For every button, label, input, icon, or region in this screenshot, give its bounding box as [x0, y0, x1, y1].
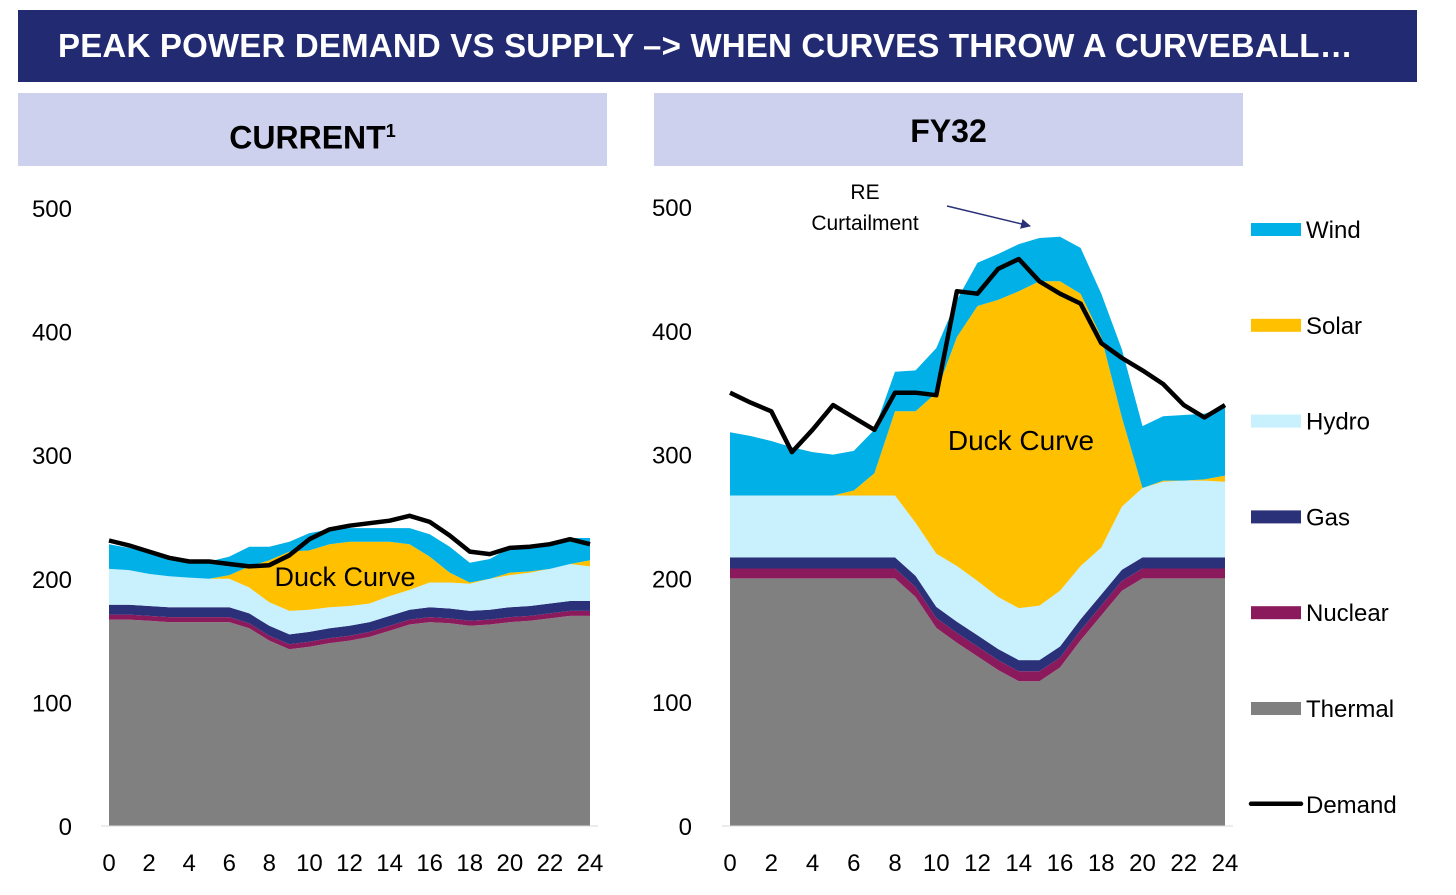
- area-hydro: [109, 564, 590, 635]
- area-thermal: [109, 615, 590, 826]
- header-current: CURRENT1: [18, 93, 607, 166]
- y-tick-label: 0: [59, 814, 72, 841]
- area-nuclear: [109, 610, 590, 650]
- legend-swatch-thermal: [1251, 702, 1301, 715]
- legend-label-thermal: Thermal: [1306, 696, 1394, 723]
- y-tick-label: 400: [32, 320, 72, 347]
- y-tick-label: 400: [652, 319, 692, 346]
- area-solar: [109, 541, 590, 611]
- legend-label-gas: Gas: [1306, 504, 1350, 531]
- demand-line: [108, 513, 591, 569]
- x-tick-label: 12: [336, 850, 363, 877]
- x-tick-label: 0: [102, 850, 115, 877]
- x-tick-label: 10: [296, 850, 323, 877]
- y-tick-label: 100: [652, 690, 692, 717]
- legend-label-nuclear: Nuclear: [1306, 600, 1389, 627]
- x-tick-label: 0: [723, 850, 736, 877]
- x-tick-label: 6: [223, 850, 236, 877]
- x-tick-label: 18: [1088, 850, 1115, 877]
- x-tick-label: 12: [964, 850, 991, 877]
- area-thermal: [730, 578, 1225, 826]
- y-tick-label: 300: [652, 443, 692, 470]
- x-tick-label: 16: [416, 850, 443, 877]
- legend-label-demand: Demand: [1306, 792, 1397, 819]
- y-tick-label: 200: [652, 566, 692, 593]
- header-current-label: CURRENT: [229, 119, 386, 156]
- callout-line-2: Curtailment: [811, 212, 919, 235]
- callout-arrow: [946, 205, 1031, 229]
- x-tick-label: 14: [376, 850, 403, 877]
- x-tick-label: 2: [142, 850, 155, 877]
- x-tick-label: 20: [1129, 850, 1156, 877]
- y-tick-label: 0: [679, 814, 692, 841]
- x-tick-label: 14: [1005, 850, 1032, 877]
- x-tick-label: 8: [888, 850, 901, 877]
- title-bar: PEAK POWER DEMAND VS SUPPLY –> WHEN CURV…: [18, 10, 1417, 82]
- header-fy32: FY32: [654, 93, 1243, 166]
- legend-label-hydro: Hydro: [1306, 409, 1370, 436]
- y-tick-label: 100: [32, 690, 72, 717]
- legend-swatch-nuclear: [1251, 606, 1301, 620]
- duck-curve-label-fy32: Duck Curve: [948, 425, 1094, 456]
- y-tick-label: 300: [32, 443, 72, 470]
- legend-swatch-solar: [1251, 318, 1301, 332]
- legend-swatch-gas: [1251, 510, 1301, 524]
- legend-swatch-wind: [1251, 223, 1301, 236]
- duck-curve-label-current: Duck Curve: [274, 562, 415, 592]
- x-tick-label: 16: [1047, 850, 1074, 877]
- y-tick-label: 200: [32, 567, 72, 594]
- callout-line-1: RE: [850, 181, 879, 204]
- x-tick-label: 18: [456, 850, 483, 877]
- x-tick-label: 2: [765, 850, 778, 877]
- area-wind: [730, 236, 1225, 496]
- area-hydro: [730, 480, 1225, 661]
- x-tick-label: 22: [1170, 850, 1197, 877]
- area-gas: [109, 601, 590, 645]
- x-tick-label: 4: [806, 850, 819, 877]
- header-fy32-label: FY32: [910, 113, 987, 149]
- legend-label-solar: Solar: [1306, 313, 1362, 340]
- x-tick-label: 10: [923, 850, 950, 877]
- x-tick-label: 8: [263, 850, 276, 877]
- page-title: PEAK POWER DEMAND VS SUPPLY –> WHEN CURV…: [58, 27, 1353, 64]
- y-tick-label: 500: [32, 196, 72, 223]
- x-tick-label: 6: [847, 850, 860, 877]
- x-tick-label: 4: [182, 850, 195, 877]
- x-tick-label: 24: [577, 850, 604, 877]
- area-wind: [109, 528, 590, 583]
- area-solar: [730, 281, 1225, 609]
- x-tick-label: 22: [537, 850, 564, 877]
- legend-label-wind: Wind: [1306, 217, 1361, 244]
- demand-line: [729, 256, 1227, 455]
- x-tick-label: 20: [496, 850, 523, 877]
- footnote-marker: 1: [385, 121, 396, 141]
- y-tick-label: 500: [652, 195, 692, 222]
- legend-swatch-hydro: [1251, 414, 1301, 428]
- x-tick-label: 24: [1212, 850, 1239, 877]
- legend: Wind Solar Hydro Gas Nuclear Thermal Demand: [1248, 217, 1397, 819]
